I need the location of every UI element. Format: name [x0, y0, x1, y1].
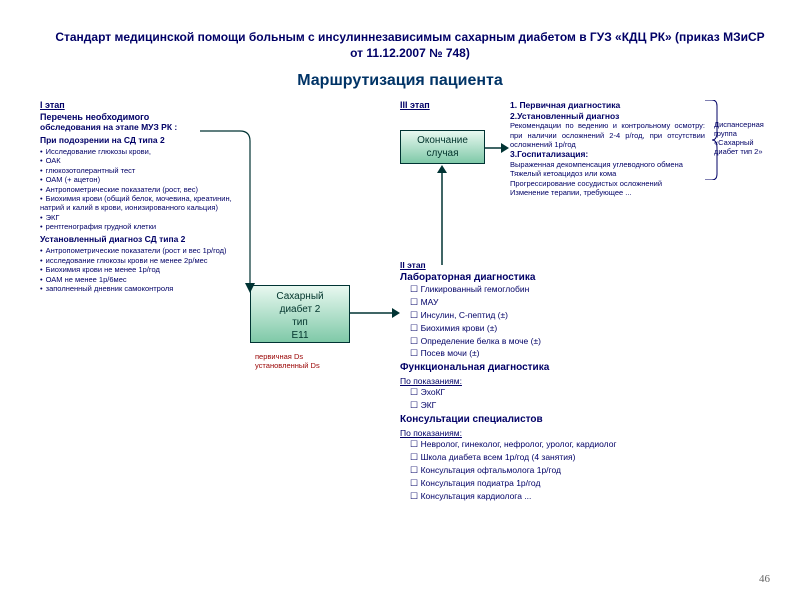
stage1-label: I этап — [40, 100, 250, 110]
lab-list: Гликированный гемоглобин МАУ Инсулин, С-… — [410, 283, 700, 360]
list-item: Невролог, гинеколог, нефролог, уролог, к… — [410, 438, 700, 451]
box-end-l1: Окончание — [407, 135, 478, 148]
bracket-l4: диабет тип 2» — [714, 147, 792, 156]
stage2-label: II этап — [400, 260, 426, 270]
list-item: Школа диабета всем 1р/год (4 занятия) — [410, 451, 700, 464]
arrow-stage1-to-sd2 — [200, 125, 260, 295]
box-sd2-l1: Сахарный — [257, 290, 343, 303]
right-t3d: Изменение терапии, требующее ... — [510, 188, 705, 197]
right-column: 1. Первичная диагностика 2.Установленный… — [510, 100, 705, 198]
box-case-end: Окончание случая — [400, 130, 485, 164]
bracket-l2: группа — [714, 129, 792, 138]
list-item: Инсулин, С-пептид (±) — [410, 309, 700, 322]
cons-sub: По показаниям: — [400, 428, 462, 438]
box-sd2-l3: тип — [257, 316, 343, 329]
bracket-l1: Диспансерная — [714, 120, 792, 129]
list-item: Посев мочи (±) — [410, 347, 700, 360]
func-head: Функциональная диагностика — [400, 362, 700, 373]
stage1-head1: Перечень необходимого — [40, 112, 250, 122]
right-h3: 3.Госпитализация: — [510, 149, 705, 160]
ds-note-l1: первичная Ds — [255, 352, 365, 361]
ds-note: первичная Ds установленный Ds — [255, 352, 365, 370]
list-item: Консультация офтальмолога 1р/год — [410, 464, 700, 477]
list-item: ЭКГ — [410, 399, 700, 412]
box-sd2-l4: E11 — [257, 329, 343, 342]
box-diabetes-type2: Сахарный диабет 2 тип E11 — [250, 285, 350, 343]
list-item: Гликированный гемоглобин — [410, 283, 700, 296]
arrow-stage2-to-end — [434, 165, 450, 265]
list-item: МАУ — [410, 296, 700, 309]
cons-list: Невролог, гинеколог, нефролог, уролог, к… — [410, 438, 700, 502]
list-item: Определение белка в моче (±) — [410, 335, 700, 348]
right-t3b: Тяжелый кетоацидоз или кома — [510, 169, 705, 178]
box-sd2-l2: диабет 2 — [257, 303, 343, 316]
arrow-sd2-to-stage2 — [350, 305, 400, 321]
list-item: Биохимия крови (±) — [410, 322, 700, 335]
stage-2-panel: II этап Лабораторная диагностика Гликиро… — [400, 260, 700, 503]
stage3-label: III этап — [400, 100, 430, 110]
list-item: ЭхоКГ — [410, 386, 700, 399]
title-standard: Стандарт медицинской помощи больным с ин… — [50, 30, 770, 61]
cons-head: Консультации специалистов — [400, 414, 700, 425]
right-t2: Рекомендации по ведению и контрольному о… — [510, 121, 705, 149]
func-sub: По показаниям: — [400, 376, 462, 386]
ds-note-l2: установленный Ds — [255, 361, 365, 370]
list-item: Консультация кардиолога ... — [410, 490, 700, 503]
page-number: 46 — [759, 573, 770, 585]
right-h1: 1. Первичная диагностика — [510, 100, 705, 111]
box-end-l2: случая — [407, 148, 478, 161]
arrow-end-to-right — [485, 140, 509, 156]
lab-head: Лабораторная диагностика — [400, 272, 700, 283]
list-item: Консультация подиатра 1р/год — [410, 477, 700, 490]
right-t3a: Выраженная декомпенсация углеводного обм… — [510, 160, 705, 169]
bracket-l3: «Сахарный — [714, 138, 792, 147]
right-t3c: Прогрессирование сосудистых осложнений — [510, 179, 705, 188]
bracket-label: Диспансерная группа «Сахарный диабет тип… — [714, 120, 792, 156]
title-routing: Маршрутизация пациента — [0, 72, 800, 90]
right-h2: 2.Установленный диагноз — [510, 111, 705, 122]
func-list: ЭхоКГ ЭКГ — [410, 386, 700, 412]
